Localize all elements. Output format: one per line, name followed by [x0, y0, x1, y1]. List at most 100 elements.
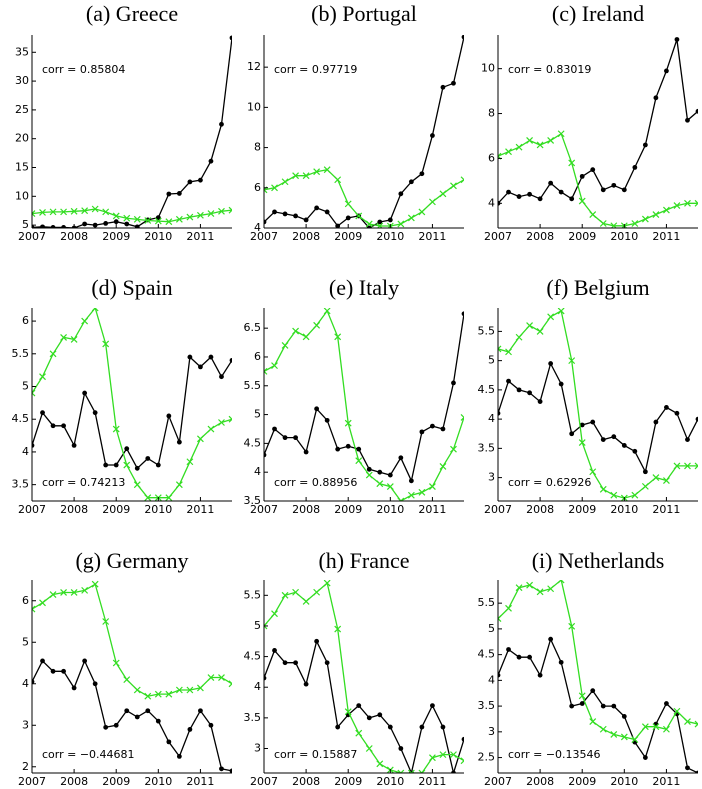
- point: [397, 769, 405, 773]
- point: [264, 367, 268, 375]
- point: [515, 143, 523, 151]
- point: [694, 720, 698, 728]
- x-tick-label: 2007: [18, 230, 46, 243]
- point: [50, 668, 56, 674]
- y-tick-label: 25: [15, 103, 29, 116]
- point: [61, 225, 66, 228]
- point: [418, 769, 426, 773]
- point: [303, 449, 309, 455]
- x-tick-label: 2010: [376, 230, 404, 243]
- point: [32, 442, 35, 448]
- x-tick-label: 2009: [334, 230, 362, 243]
- y-tick-label: 5.5: [478, 596, 496, 609]
- point: [335, 446, 341, 452]
- point: [345, 443, 351, 449]
- point: [103, 220, 109, 226]
- point: [208, 354, 214, 360]
- point: [600, 187, 606, 193]
- point: [229, 35, 232, 41]
- y-tick-label: 8: [488, 107, 495, 120]
- panel: (d) Spain 3.5 4 4.5 5 5.5 6 2007 2008 2009 2010 201…: [12, 275, 232, 516]
- y-tick-label: 4: [254, 465, 261, 478]
- point: [70, 207, 78, 215]
- x-tick-label: 2010: [376, 775, 404, 788]
- x-tick-label: 2008: [60, 503, 88, 516]
- point: [113, 722, 119, 728]
- point: [387, 724, 393, 730]
- x-tick-label: 2009: [568, 230, 596, 243]
- point: [641, 215, 649, 223]
- point: [684, 718, 691, 725]
- point: [578, 197, 586, 205]
- panel: (b) Portugal 4 6 8 10 12 2007 2008 2009 2010 2011 c…: [247, 1, 464, 243]
- point: [430, 703, 435, 709]
- y-tick-label: 5.5: [244, 588, 262, 601]
- y-tick-label: 8: [254, 141, 261, 154]
- annotation: corr = −0.13546: [508, 748, 601, 761]
- point: [536, 141, 544, 149]
- point: [264, 219, 267, 225]
- y-tick-label: 4: [22, 445, 29, 458]
- point: [186, 458, 194, 466]
- series-line: [32, 355, 232, 470]
- point: [590, 419, 596, 425]
- point: [271, 184, 278, 192]
- point: [40, 658, 45, 664]
- y-tick-label: 5: [22, 635, 29, 648]
- x-tick-label: 2009: [102, 230, 130, 243]
- point: [526, 581, 534, 589]
- point: [208, 722, 214, 728]
- y-tick-label: 4: [488, 673, 495, 686]
- point: [662, 725, 670, 733]
- point: [547, 313, 555, 321]
- y-tick-label: 20: [15, 132, 29, 145]
- x-tick-label: 2011: [652, 230, 680, 243]
- point: [418, 208, 426, 216]
- point: [386, 483, 394, 491]
- point: [303, 681, 309, 687]
- y-tick-label: 15: [15, 161, 29, 174]
- point: [196, 684, 204, 692]
- point: [419, 429, 425, 435]
- point: [218, 419, 225, 426]
- point: [81, 586, 89, 594]
- point: [81, 207, 89, 215]
- point: [599, 220, 607, 227]
- x-tick-label: 2009: [334, 775, 362, 788]
- point: [428, 198, 436, 206]
- point: [187, 179, 193, 185]
- point: [537, 399, 543, 404]
- point: [82, 221, 88, 227]
- point: [323, 308, 331, 315]
- point: [610, 730, 618, 738]
- point: [387, 472, 393, 478]
- point: [451, 770, 456, 773]
- point: [207, 210, 215, 218]
- y-tick-label: 3: [254, 741, 261, 754]
- point: [526, 137, 534, 144]
- point: [302, 598, 310, 605]
- point: [498, 672, 501, 678]
- series-line: [32, 208, 232, 223]
- y-tick-label: 12: [247, 60, 261, 73]
- y-tick-label: 5: [254, 619, 261, 632]
- point: [82, 390, 88, 396]
- y-tick-label: 4: [254, 680, 261, 693]
- point: [428, 483, 436, 491]
- point: [590, 167, 596, 173]
- x-tick-label: 2010: [376, 503, 404, 516]
- series-line: [264, 581, 464, 773]
- point: [408, 179, 414, 185]
- panel: (i) Netherlands 2.5 3 3.5 4 4.5 5 5.5 2007 2008 20…: [478, 548, 698, 788]
- point: [292, 172, 300, 180]
- point: [536, 327, 544, 335]
- point: [662, 477, 670, 484]
- point: [282, 660, 288, 666]
- y-tick-label: 3.5: [12, 478, 30, 491]
- point: [387, 217, 393, 223]
- y-tick-label: 3.5: [244, 494, 262, 507]
- point: [198, 708, 203, 714]
- point: [124, 221, 130, 227]
- plot-data: [264, 308, 464, 501]
